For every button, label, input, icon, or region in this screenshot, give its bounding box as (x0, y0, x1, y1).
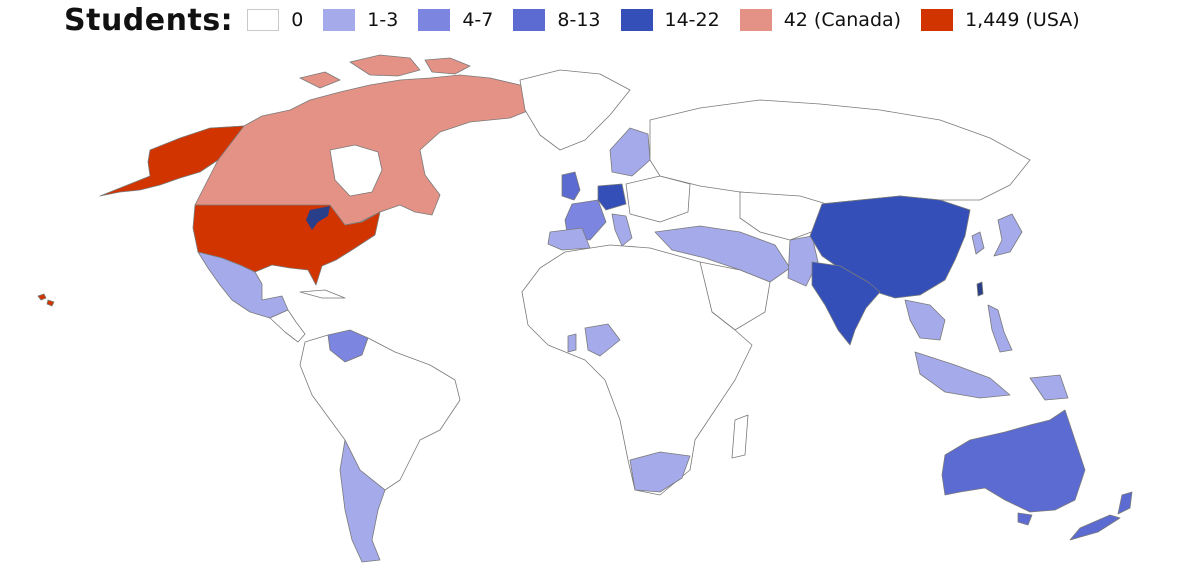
central-america (269, 309, 306, 343)
great-lakes (306, 206, 330, 230)
legend-item-8-13: 8-13 (513, 9, 601, 31)
country-australia-tasmania (1017, 512, 1033, 526)
legend-swatch-4-7 (418, 9, 451, 31)
legend-swatch-canada (739, 9, 772, 31)
country-indonesia (914, 351, 1069, 401)
country-new-zealand (1069, 491, 1133, 541)
country-nigeria (584, 323, 621, 357)
country-turkey-iran (654, 225, 791, 283)
central-asia (739, 191, 831, 241)
legend-item-0: 0 (247, 9, 303, 31)
south-america (299, 334, 461, 491)
greenland (519, 69, 631, 151)
legend-swatch-usa (921, 9, 954, 31)
country-japan (993, 213, 1023, 257)
hudson-bay (329, 144, 383, 197)
country-usa-hawaii (37, 293, 55, 307)
legend-swatch-8-13 (513, 9, 546, 31)
map-legend: Students: 0 1-3 4-7 8-13 14-22 42 (Canad… (64, 0, 1100, 40)
country-philippines (987, 304, 1013, 353)
country-russia (649, 99, 1031, 205)
legend-label-canada: 42 (Canada) (783, 9, 902, 31)
country-canada-arctic-islands (299, 54, 471, 89)
legend-item-1-3: 1-3 (323, 9, 398, 31)
country-germany (597, 183, 627, 211)
legend-label-usa: 1,449 (USA) (965, 9, 1080, 31)
country-usa-alaska (99, 125, 245, 197)
country-south-africa (629, 451, 691, 493)
legend-swatch-1-3 (323, 9, 356, 31)
legend-label-4-7: 4-7 (462, 9, 494, 31)
country-ghana (567, 333, 577, 353)
country-argentina (339, 439, 386, 563)
legend-item-canada: 42 (Canada) (739, 9, 902, 31)
country-australia (941, 409, 1086, 513)
country-india (811, 261, 881, 346)
country-madagascar (731, 414, 749, 459)
eastern-europe (625, 175, 691, 223)
country-italy (611, 213, 633, 247)
legend-title: Students: (64, 2, 234, 38)
country-mexico (197, 251, 289, 319)
country-cuba (299, 289, 346, 299)
country-morocco-algeria (547, 227, 591, 251)
legend-label-1-3: 1-3 (367, 9, 399, 31)
country-scandinavia (609, 127, 651, 177)
legend-label-14-22: 14-22 (664, 9, 720, 31)
country-uk (561, 171, 581, 201)
country-taiwan (976, 281, 984, 297)
legend-label-8-13: 8-13 (557, 9, 601, 31)
legend-item-14-22: 14-22 (620, 9, 720, 31)
legend-swatch-0 (247, 9, 280, 31)
legend-item-usa: 1,449 (USA) (921, 9, 1080, 31)
country-southeast-asia (904, 299, 946, 341)
country-korea (971, 231, 985, 255)
legend-label-0: 0 (291, 9, 304, 31)
legend-swatch-14-22 (620, 9, 653, 31)
legend-item-4-7: 4-7 (418, 9, 493, 31)
